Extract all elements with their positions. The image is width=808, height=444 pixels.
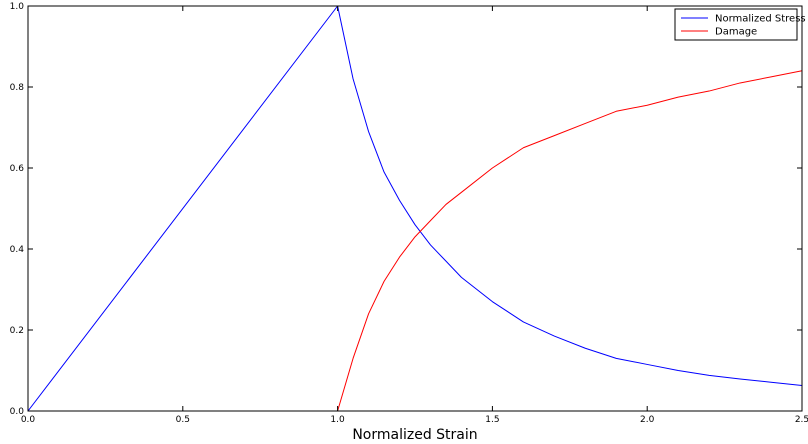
x-tick-label: 0.0 — [21, 415, 36, 425]
x-tick-label: 0.5 — [176, 415, 190, 425]
x-tick-label: 2.5 — [795, 415, 808, 425]
legend-label: Normalized Stress — [715, 14, 806, 25]
x-tick-label: 1.0 — [330, 415, 345, 425]
y-tick-label: 0.6 — [10, 164, 25, 174]
series-line-normalized-stress — [27, 5, 803, 412]
legend: Normalized Stress Damage — [674, 8, 806, 41]
ticks-layer: 0.0 0.5 1.0 1.5 2.0 2.5 0.0 0.2 0.4 0.6 0.8 1.0 — [10, 2, 808, 425]
x-tick-label: 2.0 — [640, 415, 655, 425]
y-tick-label: 1.0 — [10, 2, 25, 12]
series-layer — [27, 5, 803, 412]
legend-box — [674, 8, 798, 41]
x-axis-label: Normalized Strain — [352, 427, 477, 443]
y-tick-label: 0.8 — [10, 83, 25, 93]
y-tick-label: 0.2 — [10, 326, 24, 336]
plot-frame — [27, 5, 803, 412]
x-tick-label: 1.5 — [485, 415, 499, 425]
y-tick-label: 0.0 — [10, 407, 25, 417]
plot-background — [28, 6, 802, 411]
series-line-damage — [28, 70, 803, 412]
legend-label: Damage — [715, 27, 757, 38]
y-tick-label: 0.4 — [10, 245, 25, 255]
